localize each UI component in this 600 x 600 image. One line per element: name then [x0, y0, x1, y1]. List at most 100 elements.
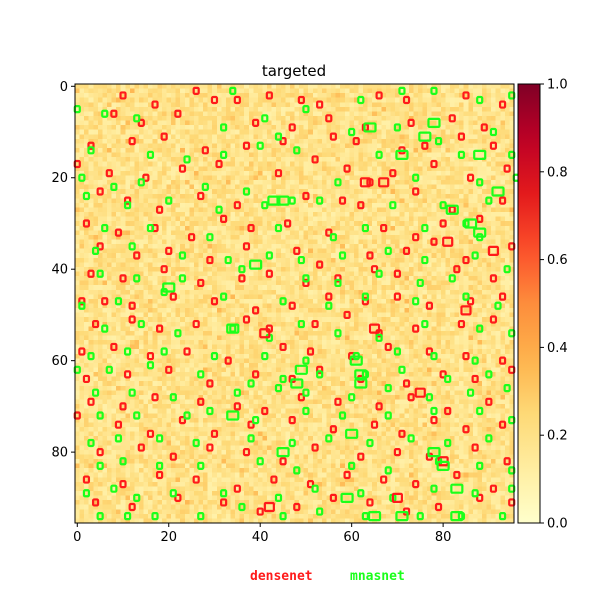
densenet-marker [82, 374, 91, 384]
mnasnet-marker [91, 388, 100, 397]
mnasnet-marker [183, 411, 191, 420]
mnasnet-marker [133, 274, 141, 283]
mnasnet-marker [389, 201, 397, 210]
densenet-marker [430, 416, 438, 425]
mnasnet-marker [416, 512, 424, 521]
densenet-marker [489, 274, 498, 283]
densenet-marker [279, 342, 287, 352]
densenet-marker [503, 164, 511, 173]
densenet-marker [146, 429, 155, 438]
colorbar: 0.0 0.2 0.4 0.6 0.8 1.0 [517, 78, 568, 532]
densenet-marker [151, 393, 159, 402]
mnasnet-marker [252, 416, 260, 425]
densenet-marker [489, 484, 498, 493]
densenet-marker [498, 420, 507, 429]
x-tick-label: 40 [252, 530, 269, 545]
colorbar-tick-label: 0.8 [547, 165, 568, 180]
densenet-marker [329, 493, 337, 502]
densenet-marker [421, 141, 429, 150]
densenet-marker [252, 370, 260, 379]
y-tick-label: 80 [51, 446, 68, 461]
mnasnet-marker [87, 438, 95, 448]
densenet-marker [220, 498, 228, 507]
densenet-marker [316, 260, 324, 269]
mnasnet-marker [334, 329, 342, 338]
mnasnet-marker [160, 347, 168, 356]
densenet-marker [210, 95, 219, 105]
densenet-marker-large [259, 328, 271, 339]
densenet-marker [82, 219, 91, 228]
densenet-marker [128, 315, 136, 324]
mnasnet-marker [416, 278, 424, 288]
densenet-marker [412, 480, 420, 489]
mnasnet-marker-large [267, 195, 281, 206]
densenet-marker [293, 246, 301, 256]
legend: densenet mnasnet [250, 569, 405, 584]
mnasnet-marker-large [290, 378, 304, 389]
colorbar-tick-label: 0.0 [547, 517, 568, 532]
densenet-marker [252, 118, 260, 127]
densenet-marker [462, 425, 470, 434]
densenet-marker [279, 457, 287, 466]
densenet-marker [466, 173, 475, 182]
densenet-marker [462, 351, 470, 361]
densenet-marker [233, 484, 241, 493]
y-tick-label: 60 [51, 354, 68, 369]
densenet-marker [101, 297, 109, 306]
mnasnet-marker [192, 438, 200, 448]
densenet-marker [343, 470, 351, 480]
densenet-marker-large [414, 387, 426, 398]
mnasnet-marker [197, 370, 205, 379]
densenet-marker [119, 402, 127, 411]
densenet-marker [155, 470, 164, 480]
mnasnet-marker [96, 512, 104, 521]
mnasnet-marker-large [226, 323, 240, 334]
densenet-marker [471, 443, 479, 452]
mnasnet-marker [338, 411, 347, 420]
densenet-marker [311, 319, 319, 329]
mnasnet-marker [279, 374, 287, 384]
densenet-marker [142, 173, 150, 182]
mnasnet-marker [105, 365, 113, 374]
mnasnet-marker [384, 383, 392, 393]
mnasnet-marker [462, 292, 470, 301]
densenet-marker [183, 347, 191, 356]
mnasnet-marker [407, 434, 415, 443]
mnasnet-marker-large [395, 511, 409, 522]
mnasnet-marker [78, 301, 86, 310]
densenet-marker [306, 347, 315, 356]
densenet-marker [471, 374, 479, 384]
mnasnet-marker-large [450, 483, 464, 494]
mnasnet-marker [430, 86, 438, 95]
densenet-marker [91, 319, 100, 329]
mnasnet-marker-large [354, 378, 368, 389]
densenet-marker [201, 146, 209, 155]
densenet-marker [178, 416, 187, 425]
y-axis: 0 20 40 60 80 [51, 80, 75, 461]
mnasnet-marker [178, 251, 187, 260]
densenet-marker [82, 475, 91, 484]
densenet-marker [302, 278, 310, 288]
mnasnet-marker-large [418, 131, 432, 142]
densenet-marker [137, 443, 145, 452]
mnasnet-marker [146, 361, 155, 370]
mnasnet-marker [302, 406, 310, 416]
densenet-marker [434, 502, 443, 512]
densenet-marker [137, 118, 145, 127]
densenet-marker [412, 233, 420, 242]
mnasnet-marker [274, 383, 283, 393]
mnasnet-marker [123, 201, 132, 210]
mnasnet-marker [146, 223, 155, 233]
densenet-marker [297, 393, 305, 402]
densenet-marker [288, 301, 296, 310]
mnasnet-marker [421, 255, 429, 265]
densenet-marker [96, 448, 104, 457]
densenet-marker [165, 246, 173, 256]
densenet-marker [311, 443, 319, 452]
densenet-marker [485, 397, 493, 406]
densenet-marker-large [460, 305, 472, 316]
densenet-marker [155, 205, 164, 214]
densenet-marker [476, 214, 484, 224]
mnasnet-marker [155, 461, 164, 470]
densenet-marker [297, 95, 305, 105]
